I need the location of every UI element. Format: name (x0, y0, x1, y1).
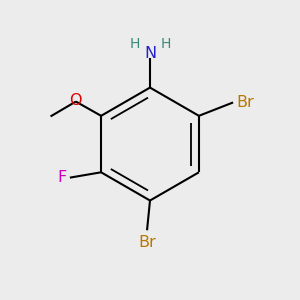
Text: H: H (129, 38, 140, 52)
Text: N: N (144, 46, 156, 61)
Text: H: H (160, 38, 171, 52)
Text: O: O (70, 93, 82, 108)
Text: Br: Br (138, 235, 156, 250)
Text: F: F (58, 170, 67, 185)
Text: Br: Br (237, 95, 254, 110)
